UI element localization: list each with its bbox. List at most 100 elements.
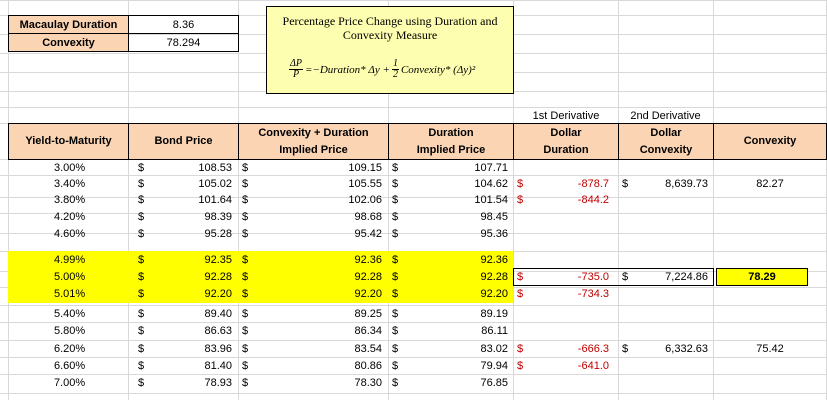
bond-price-cell[interactable]: 101.64 [198,194,232,206]
conv-dur-price-cell[interactable]: 89.25 [354,308,382,320]
header-bond-price[interactable]: Bond Price [128,123,239,160]
dollar-duration-cell[interactable]: -641.0 [577,360,609,372]
currency-symbol: $ [392,194,399,206]
duration-price-cell[interactable]: 95.36 [480,228,508,240]
ytm-cell[interactable]: 4.99% [54,254,86,266]
currency-symbol: $ [138,360,145,372]
ytm-cell[interactable]: 4.20% [54,211,86,223]
header-duration-price[interactable]: Duration Implied Price [388,123,514,160]
header-dollar-dur-line1: Dollar [550,126,582,139]
bond-price-cell[interactable]: 98.39 [204,211,232,223]
currency-symbol: $ [622,343,629,355]
duration-price-cell[interactable]: 92.20 [480,288,508,300]
conv-dur-price-cell[interactable]: 109.15 [348,162,382,174]
duration-price-cell[interactable]: 79.94 [480,360,508,372]
header-dollar-duration[interactable]: Dollar Duration [513,123,619,160]
ytm-cell[interactable]: 4.60% [54,228,86,240]
bond-price-cell[interactable]: 83.96 [204,343,232,355]
currency-symbol: $ [242,308,249,320]
duration-price-cell[interactable]: 98.45 [480,211,508,223]
header-convexity[interactable]: Convexity [713,123,827,160]
conv-dur-price-cell[interactable]: 86.34 [354,325,382,337]
convexity-value[interactable]: 78.294 [128,33,239,52]
currency-symbol: $ [138,325,145,337]
bond-price-cell[interactable]: 108.53 [198,162,232,174]
duration-price-cell[interactable]: 101.54 [474,194,508,206]
dollar-duration-cell[interactable]: -844.2 [577,194,609,206]
duration-price-cell[interactable]: 76.85 [480,377,508,389]
conv-dur-price-cell[interactable]: 80.86 [354,360,382,372]
conv-dur-price-cell[interactable]: 105.55 [348,178,382,190]
currency-symbol: $ [517,178,524,190]
ytm-cell[interactable]: 5.80% [54,325,86,337]
currency-symbol: $ [138,178,145,190]
currency-symbol: $ [138,308,145,320]
currency-symbol: $ [392,343,399,355]
currency-symbol: $ [242,360,249,372]
duration-price-cell[interactable]: 83.02 [480,343,508,355]
currency-symbol: $ [517,288,524,300]
currency-symbol: $ [392,377,399,389]
bond-price-cell[interactable]: 92.20 [204,288,232,300]
conv-dur-price-cell[interactable]: 92.36 [354,254,382,266]
bond-price-cell[interactable]: 89.40 [204,308,232,320]
ytm-cell[interactable]: 5.00% [54,271,86,283]
dollar-convexity-cell[interactable]: 6,332.63 [665,343,708,355]
duration-price-cell[interactable]: 89.19 [480,308,508,320]
ytm-cell[interactable]: 3.80% [54,194,86,206]
duration-price-cell[interactable]: 92.28 [480,271,508,283]
conv-dur-price-cell[interactable]: 83.54 [354,343,382,355]
bond-price-cell[interactable]: 81.40 [204,360,232,372]
conv-dur-price-cell[interactable]: 98.68 [354,211,382,223]
macaulay-duration-value[interactable]: 8.36 [128,15,239,34]
formula-title-line2: Convexity Measure [342,28,438,42]
formula-half-num: 1 [391,58,399,70]
currency-symbol: $ [392,178,399,190]
convexity-cell[interactable]: 75.42 [756,343,784,355]
currency-symbol: $ [138,162,145,174]
dollar-convexity-cell[interactable]: 7,224.86 [665,271,708,283]
conv-dur-price-cell[interactable]: 92.28 [354,271,382,283]
dollar-duration-cell[interactable]: -735.0 [577,271,609,283]
dollar-convexity-cell[interactable]: 8,639.73 [665,178,708,190]
currency-symbol: $ [517,271,524,283]
formula-half-den: 2 [392,69,398,80]
conv-dur-price-cell[interactable]: 92.20 [354,288,382,300]
convexity-cell[interactable]: 78.29 [716,268,808,286]
header-dollar-convexity[interactable]: Dollar Convexity [618,123,714,160]
ytm-cell[interactable]: 5.40% [54,308,86,320]
duration-price-cell[interactable]: 104.62 [474,178,508,190]
header-convexity-duration-price[interactable]: Convexity + Duration Implied Price [238,123,389,160]
bond-price-cell[interactable]: 95.28 [204,228,232,240]
currency-symbol: $ [242,211,249,223]
bond-price-cell[interactable]: 92.28 [204,271,232,283]
duration-price-cell[interactable]: 107.71 [474,162,508,174]
convexity-label: Convexity [8,33,129,52]
header-dur-line2: Implied Price [416,143,486,156]
ytm-cell[interactable]: 5.01% [54,288,86,300]
conv-dur-price-cell[interactable]: 78.30 [354,377,382,389]
ytm-cell[interactable]: 3.40% [54,178,86,190]
duration-price-cell[interactable]: 86.11 [481,325,508,337]
dollar-duration-cell[interactable]: -878.7 [577,178,609,190]
header-ytm[interactable]: Yield-to-Maturity [8,123,129,160]
bond-price-cell[interactable]: 92.35 [204,254,232,266]
one-half-fraction: 1 2 [391,58,399,80]
bond-price-cell[interactable]: 86.63 [204,325,232,337]
bond-price-cell[interactable]: 105.02 [198,178,232,190]
dollar-duration-cell[interactable]: -666.3 [577,343,609,355]
highlight-band [8,268,513,286]
convexity-cell[interactable]: 82.27 [756,178,784,190]
currency-symbol: $ [392,254,399,266]
ytm-cell[interactable]: 3.00% [54,162,86,174]
currency-symbol: $ [138,211,145,223]
ytm-cell[interactable]: 6.20% [54,343,86,355]
dollar-duration-cell[interactable]: -734.3 [577,288,609,300]
ytm-cell[interactable]: 6.60% [54,360,86,372]
formula-title-line1: Percentage Price Change using Duration a… [282,14,498,28]
ytm-cell[interactable]: 7.00% [54,377,86,389]
conv-dur-price-cell[interactable]: 102.06 [348,194,382,206]
conv-dur-price-cell[interactable]: 95.42 [354,228,382,240]
duration-price-cell[interactable]: 92.36 [480,254,508,266]
bond-price-cell[interactable]: 78.93 [204,377,232,389]
